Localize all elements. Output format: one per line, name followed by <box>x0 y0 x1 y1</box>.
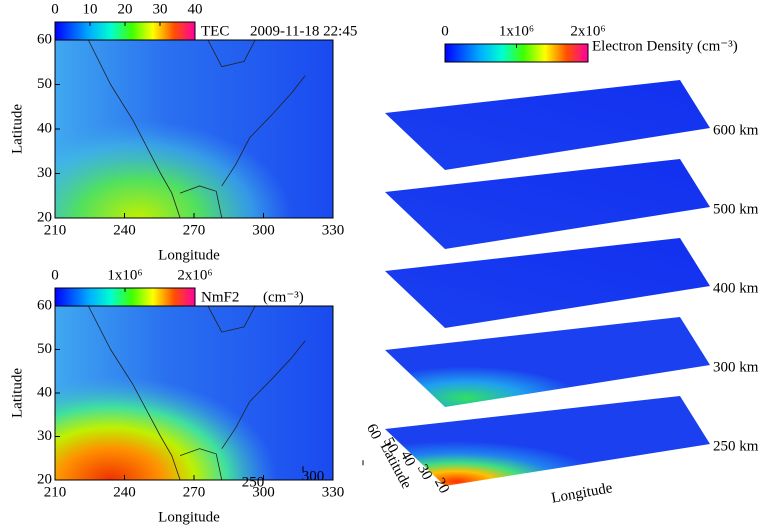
coastline <box>88 305 181 481</box>
y-tick-label: 30 <box>37 428 52 444</box>
y-axis-label: Latitude <box>9 368 25 418</box>
coastline <box>179 448 223 481</box>
level-label: 250 km <box>713 438 759 454</box>
y-tick-label: 60 <box>37 31 52 47</box>
level-label: 400 km <box>713 280 759 296</box>
colorbar-tick-label: 0 <box>51 1 59 17</box>
y-tick-label: 20 <box>37 471 52 487</box>
colorbar-tick-label: 2x10⁶ <box>570 23 605 39</box>
density-slab <box>385 317 710 407</box>
y-tick-label: 60 <box>37 297 52 313</box>
y-axis-label: Latitude <box>9 104 25 154</box>
y-tick-label: 60 <box>363 421 384 442</box>
colorbar-tick-label: 10 <box>83 1 98 17</box>
x-tick-label: 330 <box>322 222 345 238</box>
colorbar-tick-label: 1x10⁶ <box>107 267 142 283</box>
density-slab <box>385 396 710 486</box>
y-tick-label: 30 <box>414 462 435 483</box>
y-tick-label: 30 <box>37 165 52 181</box>
x-axis-label: Longitude <box>158 509 220 525</box>
y-tick-label: 20 <box>431 475 452 496</box>
colorbar-tick-label: 40 <box>188 1 203 17</box>
x-tick-label: 250 <box>242 475 265 491</box>
coastline <box>88 39 181 219</box>
colorbar-tick-label: 0 <box>441 23 449 39</box>
x-tick-label: 330 <box>322 484 345 500</box>
y-tick-label: 40 <box>37 384 52 400</box>
chart-subtitle: (cm⁻³) <box>263 289 304 305</box>
coastline <box>221 340 306 449</box>
map-field-hot <box>55 306 333 480</box>
x-tick-label: 270 <box>183 222 206 238</box>
density-slab <box>385 80 710 170</box>
x-tick-label: 210 <box>44 222 67 238</box>
chart-title: Electron Density (cm⁻³) <box>592 38 738 54</box>
x-tick-label: 270 <box>183 484 206 500</box>
coastline <box>179 185 223 219</box>
y-tick-label: 50 <box>37 76 52 92</box>
colorbar-tick-label: 2x10⁶ <box>177 267 212 283</box>
x-tick-label: 300 <box>302 469 325 485</box>
colorbar-tick-label: 1x10⁶ <box>499 23 534 39</box>
y-tick-label: 50 <box>380 435 401 456</box>
coastline <box>207 39 256 68</box>
x-axis-label: Longitude <box>550 480 614 507</box>
level-label: 600 km <box>713 122 759 138</box>
x-tick-label: 240 <box>113 484 136 500</box>
chart-title: TEC <box>201 23 229 39</box>
y-tick-label: 20 <box>37 209 52 225</box>
colorbar-tick-label: 0 <box>51 267 59 283</box>
x-tick-label: 210 <box>44 484 67 500</box>
level-label: 300 km <box>713 359 759 375</box>
coastline <box>207 305 256 333</box>
x-tick-label: 240 <box>113 222 136 238</box>
y-tick-label: 50 <box>37 341 52 357</box>
level-label: 500 km <box>713 201 759 217</box>
x-tick-label: 300 <box>252 222 275 238</box>
density-slab <box>385 159 710 249</box>
chart-title: NmF2 <box>201 289 239 305</box>
density-slab <box>385 238 710 328</box>
x-axis-label: Longitude <box>158 247 220 263</box>
y-tick-label: 40 <box>397 448 418 469</box>
colorbar-tick-label: 30 <box>153 1 168 17</box>
x-tick-label: 300 <box>252 484 275 500</box>
coastline <box>221 75 306 187</box>
colorbar-tick-label: 20 <box>118 1 133 17</box>
y-tick-label: 40 <box>37 120 52 136</box>
map-field-hot <box>55 40 333 218</box>
chart-subtitle: 2009-11-18 22:45 <box>250 23 357 39</box>
